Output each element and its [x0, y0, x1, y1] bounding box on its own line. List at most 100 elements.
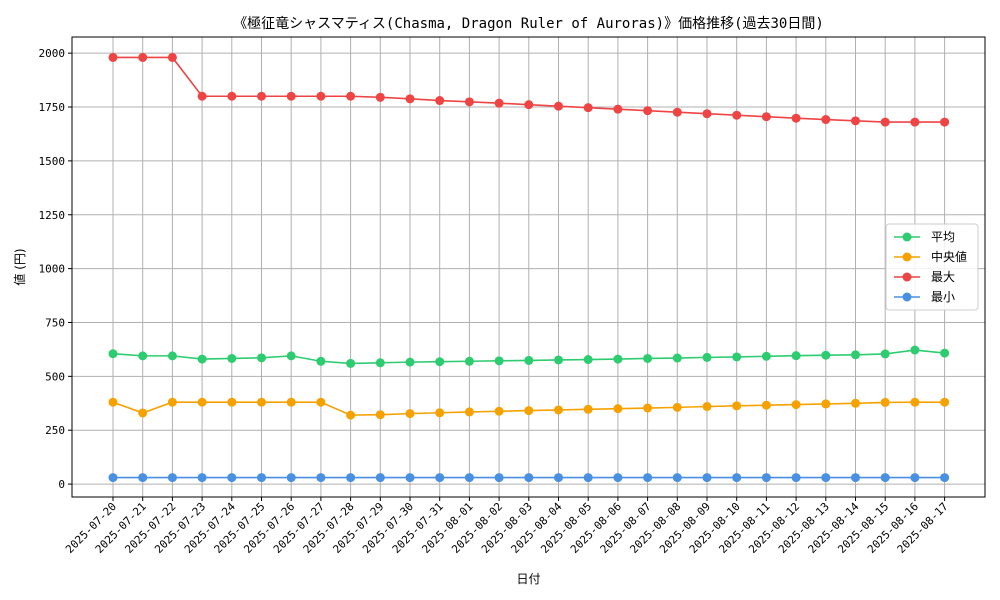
- data-point: [375, 358, 385, 368]
- data-point: [405, 94, 415, 104]
- data-point: [138, 351, 148, 361]
- data-point: [761, 400, 771, 410]
- data-point: [227, 91, 237, 101]
- legend-swatch-marker: [902, 272, 912, 282]
- data-point: [761, 112, 771, 122]
- data-point: [761, 473, 771, 483]
- data-point: [257, 91, 266, 101]
- data-point: [761, 351, 771, 361]
- data-point: [791, 473, 801, 483]
- data-point: [257, 473, 266, 483]
- data-point: [732, 352, 742, 362]
- data-point: [464, 407, 474, 417]
- data-point: [791, 113, 801, 123]
- legend-swatch-marker: [902, 292, 912, 302]
- data-point: [257, 397, 266, 407]
- y-axis-ticks: 0 250 500 750 1000 1250 1500 1750 2000: [39, 47, 72, 491]
- data-point: [821, 473, 831, 483]
- data-point: [643, 353, 653, 363]
- legend-label: 中央値: [931, 249, 967, 264]
- data-point: [375, 473, 385, 483]
- data-point: [316, 356, 326, 366]
- data-point: [524, 100, 534, 110]
- y-axis-label: 値 (円): [12, 248, 27, 285]
- data-point: [821, 399, 831, 409]
- data-point: [880, 349, 890, 359]
- data-point: [554, 355, 563, 365]
- data-point: [851, 116, 860, 126]
- data-point: [375, 92, 385, 102]
- series-group: [108, 473, 950, 483]
- data-point: [613, 354, 623, 364]
- data-point: [494, 406, 504, 416]
- data-point: [613, 473, 623, 483]
- data-point: [910, 473, 920, 483]
- data-point: [851, 350, 860, 360]
- data-point: [554, 101, 563, 111]
- data-point: [583, 355, 593, 365]
- data-point: [108, 52, 118, 62]
- data-point: [940, 473, 950, 483]
- y-tick-label: 1500: [39, 155, 66, 168]
- data-point: [435, 357, 445, 367]
- data-point: [435, 473, 445, 483]
- data-point: [910, 117, 920, 127]
- data-point: [524, 355, 534, 365]
- data-point: [791, 351, 801, 361]
- y-tick-label: 1000: [39, 263, 66, 276]
- data-point: [346, 91, 356, 101]
- data-point: [316, 91, 326, 101]
- data-point: [494, 473, 504, 483]
- data-point: [405, 357, 415, 367]
- data-point: [613, 404, 623, 414]
- data-point: [138, 473, 148, 483]
- data-point: [167, 52, 177, 62]
- data-point: [494, 356, 504, 366]
- legend-label: 最大: [931, 270, 955, 284]
- data-point: [732, 401, 742, 411]
- data-point: [880, 473, 890, 483]
- data-point: [108, 473, 118, 483]
- data-point: [583, 103, 593, 113]
- data-point: [851, 473, 860, 483]
- data-point: [672, 402, 682, 412]
- data-point: [702, 352, 712, 362]
- legend-swatch-marker: [902, 232, 912, 242]
- data-point: [286, 397, 296, 407]
- data-point: [227, 473, 237, 483]
- chart-title: 《極征竜シャスマティス(Chasma, Dragon Ruler of Auro…: [233, 15, 824, 32]
- data-point: [197, 397, 207, 407]
- y-tick-label: 1750: [39, 101, 66, 114]
- data-point: [702, 109, 712, 119]
- data-point: [346, 358, 356, 368]
- data-point: [821, 350, 831, 360]
- data-point: [940, 117, 950, 127]
- data-point: [286, 473, 296, 483]
- series-lines: [108, 52, 950, 483]
- data-point: [435, 408, 445, 418]
- data-point: [227, 353, 237, 363]
- legend-box: [885, 223, 979, 311]
- data-point: [167, 351, 177, 361]
- data-point: [524, 406, 534, 416]
- data-point: [880, 117, 890, 127]
- data-point: [227, 397, 237, 407]
- data-point: [554, 405, 563, 415]
- data-point: [672, 107, 682, 117]
- data-point: [643, 473, 653, 483]
- data-point: [167, 473, 177, 483]
- data-point: [197, 473, 207, 483]
- data-point: [880, 397, 890, 407]
- data-point: [494, 98, 504, 108]
- data-point: [316, 473, 326, 483]
- data-point: [346, 410, 356, 420]
- y-tick-label: 750: [45, 316, 65, 329]
- data-point: [464, 97, 474, 107]
- data-point: [286, 351, 296, 361]
- y-tick-label: 1250: [39, 209, 66, 222]
- data-point: [940, 397, 950, 407]
- data-point: [405, 409, 415, 419]
- data-point: [940, 348, 950, 358]
- grid: [72, 37, 985, 497]
